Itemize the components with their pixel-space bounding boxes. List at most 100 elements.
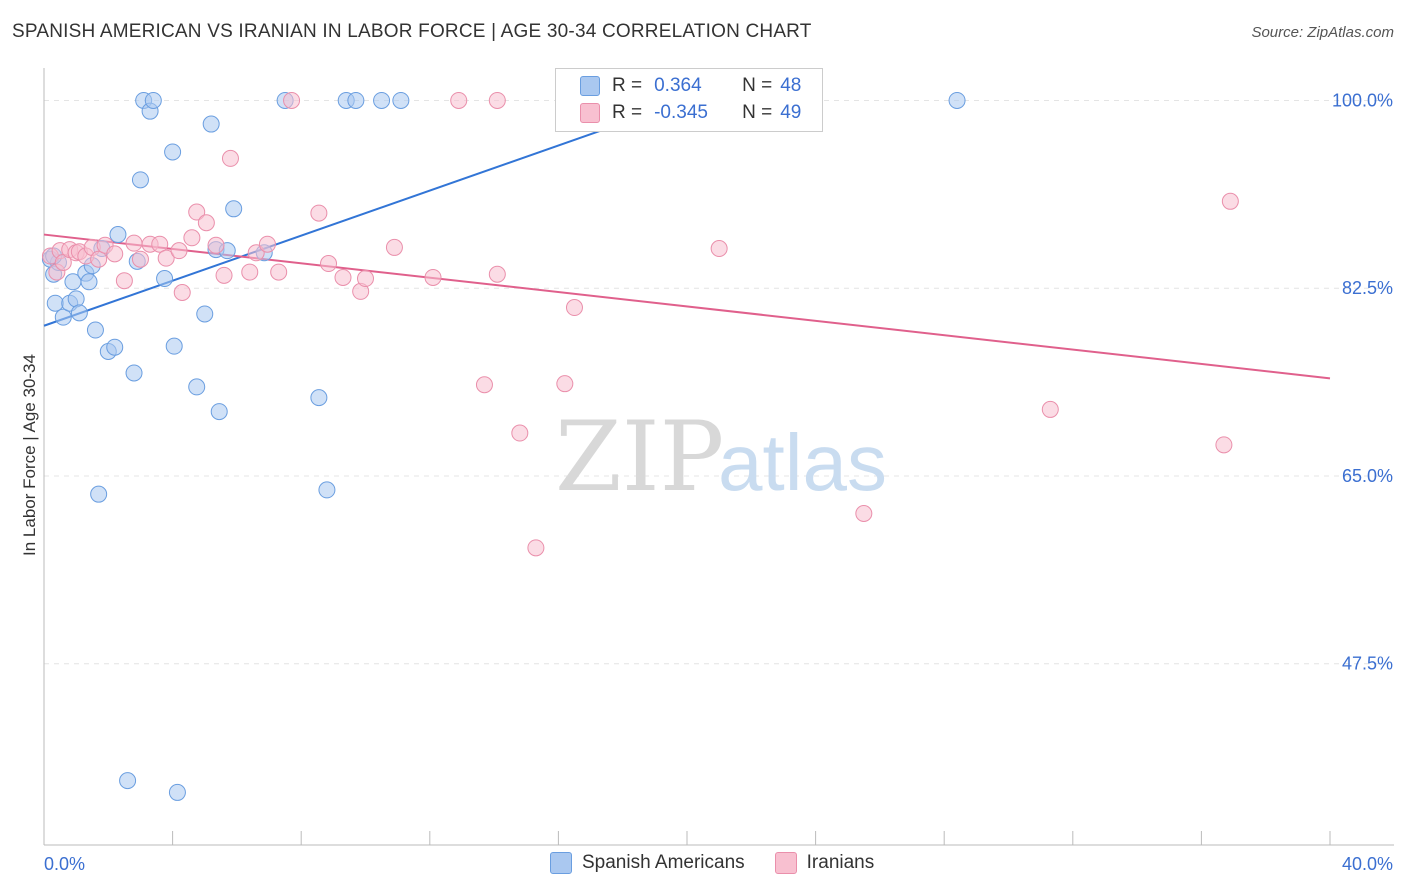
spanish-americans-point [131, 171, 149, 189]
iranians-point [157, 249, 175, 267]
iranians-point [183, 229, 201, 247]
series-legend: Spanish Americans Iranians [550, 852, 904, 874]
chart-title: SPANISH AMERICAN VS IRANIAN IN LABOR FOR… [12, 21, 812, 42]
stats-row-iranians: R = -0.345 N = 49 [580, 100, 801, 126]
watermark-zip: ZIP [555, 401, 724, 513]
iranians-swatch [580, 103, 600, 123]
iranians-point [1041, 400, 1059, 418]
iranians-point [511, 424, 529, 442]
n-value: 49 [780, 102, 802, 123]
spanish-americans-point [119, 772, 137, 790]
iranians-point [247, 244, 265, 262]
spanish-americans-swatch [580, 76, 600, 96]
y-tick-label: 65.0% [1342, 466, 1393, 486]
iranians-point [357, 270, 374, 288]
spanish-americans-point [164, 143, 182, 161]
y-tick-label: 47.5% [1342, 654, 1393, 674]
r-value: 0.364 [654, 75, 702, 96]
iranians-point [310, 204, 328, 222]
iranians-point [125, 234, 143, 252]
spanish-americans-point [948, 91, 966, 109]
iranians-point [151, 235, 169, 253]
legend-label: Iranians [806, 852, 875, 873]
iranians-point [475, 376, 493, 394]
watermark-atlas: atlas [718, 418, 887, 507]
iranians-point [215, 266, 233, 284]
spanish-americans-point [188, 378, 206, 396]
spanish-americans-point [106, 338, 124, 356]
iranians-point [710, 240, 728, 258]
iranians-point [221, 149, 239, 167]
source-label: Source: ZipAtlas.com [1251, 24, 1394, 41]
iranians-point [131, 250, 149, 268]
iranians-trend-line [43, 233, 1331, 380]
iranians-point [90, 250, 108, 268]
spanish-americans-point [196, 305, 214, 323]
iranians-point [283, 91, 301, 109]
iranians-point [258, 235, 276, 253]
spanish-americans-point [86, 321, 104, 339]
spanish-americans-point [90, 485, 108, 503]
spanish-americans-point [392, 91, 410, 109]
x-tick-label: 0.0% [44, 854, 85, 874]
tick-labels: 47.5% 65.0% 82.5% 100.0% 0.0% 40.0% [44, 90, 1393, 874]
data-points [41, 91, 1239, 801]
spanish-americans-point [109, 226, 127, 244]
legend-item-spanish-americans[interactable]: Spanish Americans [550, 852, 745, 874]
iranians-point [207, 236, 225, 254]
iranians-point [1215, 436, 1233, 454]
spanish-americans-point [165, 337, 183, 355]
spanish-americans-point [144, 91, 162, 109]
spanish-americans-point [156, 270, 174, 288]
spanish-americans-point [46, 294, 64, 312]
legend-label: Spanish Americans [582, 852, 745, 873]
y-tick-label: 82.5% [1342, 278, 1393, 298]
iranians-point [1221, 192, 1239, 210]
iranians-point [197, 214, 215, 232]
spanish-americans-point [310, 389, 328, 407]
stats-legend: R = 0.364 N = 48 R = -0.345 N = 49 [555, 68, 823, 132]
iranians-point [188, 203, 206, 221]
y-tick-label: 100.0% [1332, 90, 1393, 110]
iranians-swatch [774, 852, 797, 874]
iranians-point [855, 504, 873, 522]
iranians-point [488, 91, 506, 109]
watermark: ZIP atlas [555, 401, 887, 513]
spanish-americans-point [70, 304, 88, 322]
spanish-americans-point [202, 115, 220, 133]
iranians-point [115, 272, 133, 290]
spanish-americans-point [125, 364, 143, 382]
spanish-americans-point [67, 290, 85, 308]
iranians-point [424, 268, 442, 286]
n-value: 48 [780, 75, 802, 96]
stats-row-spanish-americans: R = 0.364 N = 48 [580, 73, 801, 99]
r-label: R = [612, 102, 643, 123]
iranians-point [173, 283, 191, 301]
spanish-americans-point [347, 91, 365, 109]
n-label: N = [742, 102, 773, 123]
iranians-point [170, 242, 188, 260]
iranians-point [527, 539, 545, 557]
legend-item-iranians[interactable]: Iranians [774, 852, 875, 874]
iranians-point [488, 265, 506, 283]
iranians-point [334, 268, 352, 286]
spanish-americans-point [373, 91, 391, 109]
iranians-point [106, 245, 124, 263]
spanish-americans-point [54, 308, 72, 326]
spanish-americans-point [168, 783, 186, 801]
spanish-americans-point [318, 481, 336, 499]
iranians-point [450, 91, 468, 109]
iranians-point [241, 263, 259, 281]
n-label: N = [742, 75, 773, 96]
r-label: R = [612, 75, 643, 96]
iranians-point [556, 375, 574, 393]
grid [44, 99, 1390, 665]
iranians-point [270, 263, 288, 281]
spanish-americans-point [210, 403, 228, 421]
spanish-americans-point [225, 200, 243, 218]
axes [43, 68, 1394, 846]
spanish-americans-point [80, 273, 98, 291]
iranians-point [385, 238, 403, 256]
spanish-americans-swatch [550, 852, 572, 874]
